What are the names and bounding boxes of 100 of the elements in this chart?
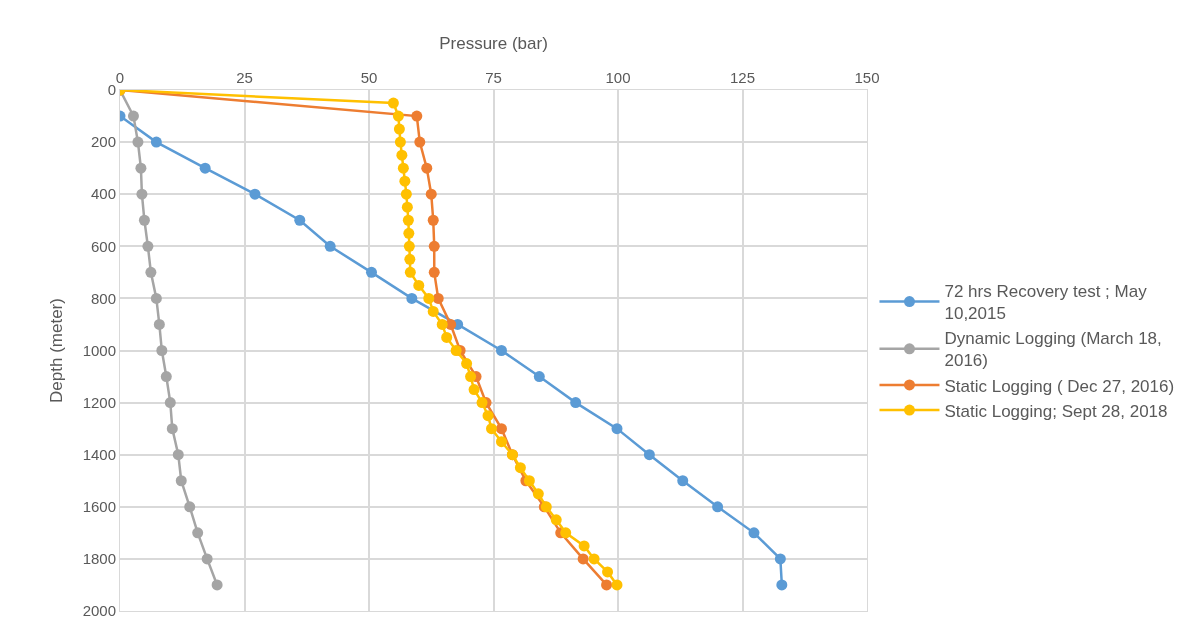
point bbox=[403, 227, 415, 239]
y-tick-label: 2000 bbox=[82, 602, 116, 620]
x-tick-label: 75 bbox=[485, 69, 502, 86]
point bbox=[294, 214, 306, 226]
point bbox=[611, 423, 623, 435]
point bbox=[403, 240, 415, 252]
y-tick-label: 1600 bbox=[82, 498, 116, 516]
point bbox=[160, 371, 172, 383]
point bbox=[774, 553, 786, 565]
point bbox=[413, 279, 425, 291]
point bbox=[495, 423, 507, 435]
point bbox=[400, 188, 412, 200]
point bbox=[514, 462, 526, 474]
point bbox=[427, 214, 439, 226]
point bbox=[450, 345, 462, 356]
point bbox=[465, 371, 477, 383]
point bbox=[495, 345, 507, 356]
point bbox=[570, 397, 582, 409]
point bbox=[150, 136, 162, 148]
point bbox=[402, 214, 414, 226]
point bbox=[324, 240, 336, 252]
point bbox=[393, 123, 405, 135]
point bbox=[150, 292, 162, 304]
point bbox=[211, 579, 223, 591]
point bbox=[201, 553, 213, 565]
point bbox=[776, 579, 788, 591]
point bbox=[532, 488, 544, 500]
x-tick-label: 125 bbox=[729, 69, 756, 86]
y-tick-label: 1000 bbox=[82, 341, 116, 359]
point bbox=[476, 397, 488, 409]
point bbox=[135, 162, 147, 174]
point bbox=[153, 318, 165, 330]
point bbox=[199, 162, 211, 174]
point bbox=[365, 266, 377, 278]
y-tick-label: 200 bbox=[90, 133, 116, 151]
point bbox=[399, 175, 411, 187]
y-tick-label: 1400 bbox=[82, 445, 116, 463]
point bbox=[588, 553, 600, 565]
point bbox=[145, 266, 157, 278]
point bbox=[677, 475, 689, 487]
y-tick-label: 600 bbox=[90, 237, 116, 255]
point bbox=[578, 540, 590, 552]
point bbox=[441, 331, 453, 343]
point bbox=[601, 579, 613, 591]
point bbox=[132, 136, 144, 148]
point bbox=[414, 136, 426, 148]
point bbox=[394, 136, 406, 148]
point bbox=[533, 371, 545, 383]
point bbox=[436, 318, 448, 330]
point bbox=[577, 553, 589, 565]
point bbox=[164, 397, 176, 409]
x-tick-label: 50 bbox=[360, 69, 378, 86]
point bbox=[425, 188, 437, 200]
point bbox=[602, 566, 614, 578]
legend-label: Dynamic Logging (March 18, 2016) bbox=[944, 329, 1162, 371]
y-tick-label: 1800 bbox=[82, 550, 116, 568]
point bbox=[166, 423, 178, 435]
point bbox=[136, 188, 148, 200]
point bbox=[138, 214, 150, 226]
point bbox=[495, 436, 507, 448]
point bbox=[387, 97, 399, 109]
point bbox=[396, 149, 408, 161]
point bbox=[406, 292, 418, 304]
point bbox=[461, 358, 473, 370]
point bbox=[142, 240, 154, 252]
x-tick-label: 25 bbox=[236, 69, 253, 86]
point bbox=[411, 110, 423, 122]
point bbox=[468, 384, 480, 396]
point bbox=[404, 266, 416, 278]
point bbox=[249, 188, 261, 200]
legend-label: 72 hrs Recovery test ; May 10,2015 bbox=[944, 282, 1148, 324]
point bbox=[421, 162, 433, 174]
x-tick-label: 150 bbox=[854, 69, 880, 86]
point bbox=[423, 292, 435, 304]
point bbox=[184, 501, 196, 513]
point bbox=[397, 162, 409, 174]
point bbox=[486, 423, 498, 435]
point bbox=[127, 110, 139, 122]
point bbox=[401, 201, 413, 213]
point bbox=[550, 514, 562, 526]
point bbox=[748, 527, 760, 539]
point bbox=[482, 410, 494, 422]
point bbox=[156, 345, 168, 356]
point bbox=[428, 240, 440, 252]
x-tick-label: 100 bbox=[605, 69, 631, 86]
point bbox=[611, 579, 623, 591]
point bbox=[432, 292, 444, 304]
y-tick-label: 0 bbox=[107, 81, 116, 99]
x-axis-title: Pressure (bar) bbox=[439, 33, 548, 53]
point bbox=[404, 253, 416, 265]
point bbox=[175, 475, 187, 487]
legend-label: Static Logging ( Dec 27, 2016) bbox=[944, 376, 1175, 396]
point bbox=[428, 266, 440, 278]
point bbox=[643, 449, 655, 461]
y-tick-label: 400 bbox=[90, 185, 116, 203]
legend-label: Static Logging; Sept 28, 2018 bbox=[944, 401, 1168, 421]
point bbox=[712, 501, 724, 513]
point bbox=[427, 305, 439, 317]
point bbox=[392, 110, 404, 122]
y-tick-label: 800 bbox=[90, 289, 116, 307]
